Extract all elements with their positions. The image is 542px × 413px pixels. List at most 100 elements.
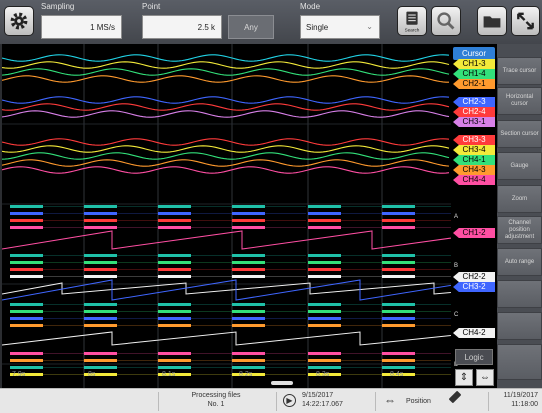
- logic-pulse: [308, 205, 341, 208]
- logic-pulse: [232, 212, 265, 215]
- logic-pulse: [84, 219, 117, 222]
- trigger-timestamp: 9/15/2017 14:22:17.067: [302, 392, 343, 408]
- logic-pulse: [158, 310, 191, 313]
- status-separator: [488, 392, 489, 411]
- logic-pulse: [84, 303, 117, 306]
- search-icon[interactable]: [431, 6, 461, 36]
- horizontal-cursor-icon[interactable]: ⇔: [476, 369, 494, 386]
- clock-time: 11:18:00: [511, 401, 538, 408]
- logic-pulse: [232, 254, 265, 257]
- horizontal-scrollbar[interactable]: [271, 381, 293, 385]
- mode-select[interactable]: Single ⌄: [300, 15, 380, 39]
- channel-tag-ch3-1[interactable]: CH3-1: [453, 117, 495, 127]
- logic-pulse: [84, 268, 117, 271]
- file-number: No. 1: [207, 401, 225, 408]
- channel-tag-ch3-4[interactable]: CH3-4: [453, 145, 495, 155]
- clock: 11/19/2017 11:18:00: [496, 392, 538, 408]
- time-tick-label: 7.9s: [12, 371, 26, 378]
- time-tick-label: 8.3s: [316, 371, 330, 378]
- channel-tag-ch2-2[interactable]: CH2-2: [453, 272, 495, 282]
- logic-pulse: [382, 268, 415, 271]
- logic-pulse: [308, 212, 341, 215]
- logic-pulse: [10, 219, 43, 222]
- channel-tag-ch1-4[interactable]: CH1-4: [453, 69, 495, 79]
- channel-tag-ch4-3[interactable]: CH4-3: [453, 165, 495, 175]
- logic-pulse: [10, 317, 43, 320]
- logic-pulse: [158, 352, 191, 355]
- logic-pulse: [382, 366, 415, 369]
- channel-tag-ch3-3[interactable]: CH3-3: [453, 135, 495, 145]
- channel-tag-ch4-1[interactable]: CH4-1: [453, 155, 495, 165]
- time-tick-label: 8s: [88, 371, 96, 378]
- sampling-field[interactable]: 1 MS/s: [41, 15, 122, 39]
- logic-pulse: [158, 212, 191, 215]
- logic-pulse: [10, 324, 43, 327]
- channel-tag-ch4-2[interactable]: CH4-2: [453, 328, 495, 338]
- folder-icon[interactable]: [477, 6, 507, 36]
- any-button[interactable]: Any: [228, 15, 274, 39]
- search-button-label: Search: [405, 27, 420, 32]
- logic-pulse: [382, 303, 415, 306]
- logic-pulse: [84, 226, 117, 229]
- time-tick-label: 8.2s: [239, 371, 253, 378]
- channel-tag-ch1-2[interactable]: CH1-2: [453, 228, 495, 238]
- position-label[interactable]: Position: [406, 398, 431, 405]
- channel-tag-ch4-4[interactable]: CH4-4: [453, 175, 495, 185]
- point-field[interactable]: 2.5 k: [142, 15, 222, 39]
- channel-position-adjustment-button[interactable]: Channel position adjustment: [497, 216, 542, 244]
- logic-pulse: [10, 205, 43, 208]
- gauge-button[interactable]: Gauge: [497, 152, 542, 180]
- logic-pulse: [232, 275, 265, 278]
- trigger-date: 9/15/2017: [302, 392, 334, 399]
- auto-range-button[interactable]: Auto range: [497, 248, 542, 276]
- logic-pulse: [84, 254, 117, 257]
- sine-trace: [2, 61, 450, 69]
- logic-pulse: [232, 205, 265, 208]
- chevron-down-icon: ⌄: [366, 22, 373, 31]
- logic-pulse: [158, 261, 191, 264]
- logic-pulse: [158, 219, 191, 222]
- logic-pulse: [382, 226, 415, 229]
- sawtooth-trace: [2, 331, 451, 346]
- logic-pulse: [84, 366, 117, 369]
- sine-trace: [2, 96, 450, 104]
- logic-pulse: [10, 226, 43, 229]
- logic-pulse: [232, 219, 265, 222]
- sampling-label: Sampling: [41, 2, 75, 11]
- zoom-button[interactable]: Zoom: [497, 185, 542, 213]
- logic-pulse: [308, 261, 341, 264]
- logic-pulse: [308, 324, 341, 327]
- logic-pulse: [158, 373, 191, 376]
- logic-group-label: D: [454, 362, 459, 368]
- fullscreen-icon[interactable]: [511, 6, 540, 36]
- logic-group-label: A: [454, 214, 459, 220]
- channel-tag-ch3-2[interactable]: CH3-2: [453, 282, 495, 292]
- vertical-cursor-icon[interactable]: ⇕: [455, 369, 473, 386]
- logic-pulse: [158, 359, 191, 362]
- logic-pulse: [232, 366, 265, 369]
- channel-tag-ch2-4[interactable]: CH2-4: [453, 107, 495, 117]
- logic-button[interactable]: Logic: [455, 349, 493, 365]
- waveform-screen[interactable]: 7.9s 8s 8.1s 8.2s 8.3s 8.4s: [2, 44, 451, 388]
- horizontal-cursor-button[interactable]: Horizontal cursor: [497, 87, 542, 115]
- channel-tag-ch1-3[interactable]: CH1-3: [453, 59, 495, 69]
- trace-cursor-button[interactable]: Trace cursor: [497, 57, 542, 85]
- logic-pulse: [232, 268, 265, 271]
- section-cursor-button[interactable]: Section cursor: [497, 120, 542, 148]
- sawtooth-trace: [2, 282, 451, 295]
- channel-tag-ch2-3[interactable]: CH2-3: [453, 97, 495, 107]
- sine-trace: [2, 103, 450, 111]
- logic-pulse: [10, 366, 43, 369]
- pen-marker-icon[interactable]: [448, 390, 462, 404]
- channel-tag-column: Cursor CH1-3 CH1-4 CH2-1 CH2-3 CH2-4 CH3-1 CH3…: [451, 44, 497, 388]
- position-arrows-icon[interactable]: ⇔: [384, 393, 396, 407]
- settings-gear-icon[interactable]: [4, 6, 34, 36]
- cursor-tag[interactable]: Cursor: [453, 47, 495, 60]
- logic-pulse: [232, 317, 265, 320]
- channel-tag-ch2-1[interactable]: CH2-1: [453, 79, 495, 89]
- clock-date: 11/19/2017: [503, 392, 538, 399]
- logic-pulse: [382, 373, 415, 376]
- logic-pulse: [308, 303, 341, 306]
- search-document-button[interactable]: Search: [397, 6, 427, 36]
- logic-pulse: [232, 310, 265, 313]
